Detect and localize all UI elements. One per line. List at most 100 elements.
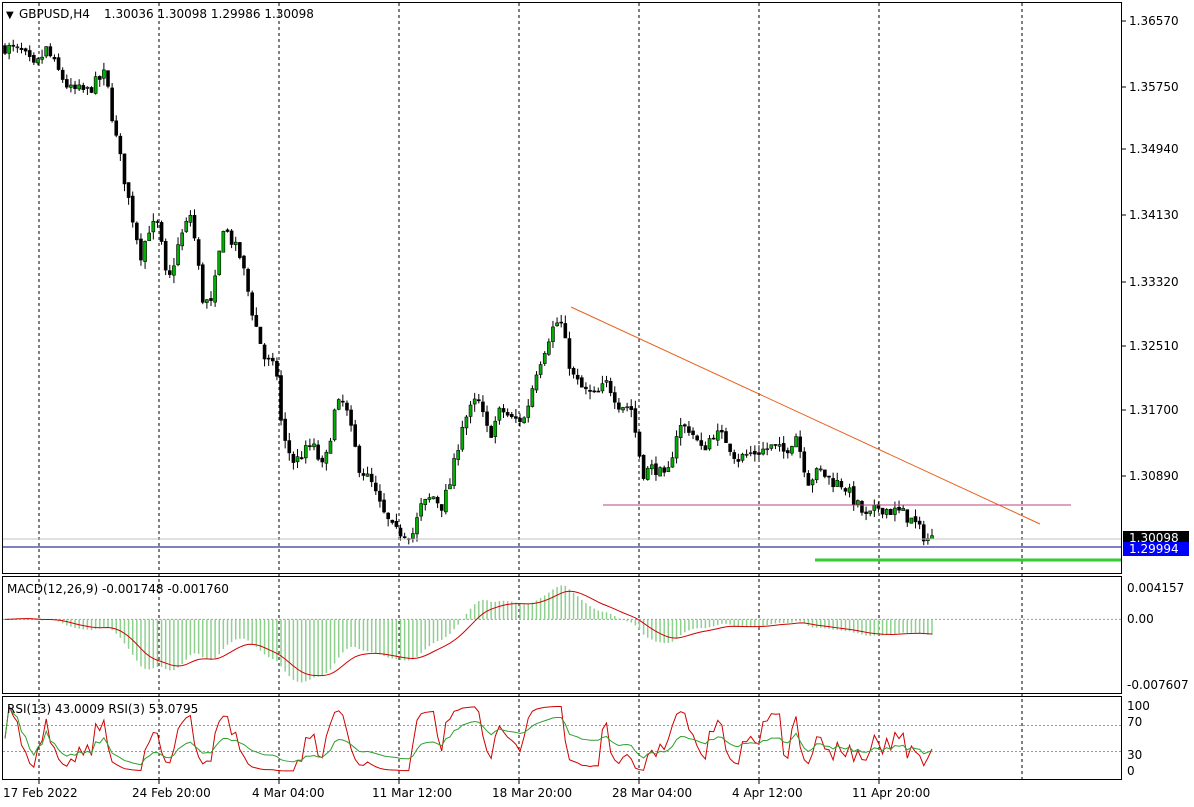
candle-bear xyxy=(349,409,353,426)
candle-bear xyxy=(209,298,213,301)
candle-bear xyxy=(781,443,786,452)
candle-bear xyxy=(608,380,613,394)
candle-bear xyxy=(691,430,695,435)
candle-bear xyxy=(378,490,382,502)
candle-bull xyxy=(221,231,226,253)
candle-bull xyxy=(431,496,436,500)
candle-bull xyxy=(604,380,609,383)
candle-bull xyxy=(415,517,419,535)
candle-bear xyxy=(687,426,691,433)
line-price-label: 1.29994 xyxy=(1129,542,1179,556)
candle-bear xyxy=(905,509,910,523)
candle-bear xyxy=(106,70,110,87)
candle-bull xyxy=(666,467,671,472)
dropdown-triangle-icon[interactable]: ▼ xyxy=(6,10,14,21)
candle-bear xyxy=(897,506,901,511)
candle-bull xyxy=(761,448,765,455)
macd-panel-frame xyxy=(2,576,1122,694)
candle-bull xyxy=(621,407,625,411)
candle-bear xyxy=(596,390,601,393)
candle-bull xyxy=(172,265,176,276)
candle-bear xyxy=(843,488,848,492)
candle-bull xyxy=(497,407,502,421)
candle-bull xyxy=(740,453,745,461)
price-axis[interactable]: 1.36570 1.35750 1.34940 1.34130 1.33320 1.325… xyxy=(1121,14,1189,556)
candle-bear xyxy=(81,85,86,90)
candle-bull xyxy=(336,399,341,410)
x-tick-label: 4 Apr 12:00 xyxy=(732,786,803,800)
candle-bear xyxy=(23,48,28,52)
candle-bear xyxy=(489,426,493,438)
y-tick-label: 1.34130 xyxy=(1129,208,1179,222)
candle-bull xyxy=(295,456,300,463)
candle-bear xyxy=(246,268,250,292)
rsi-label: RSI(13) 43.0009 RSI(3) 53.0795 xyxy=(7,702,198,716)
candle-bull xyxy=(901,508,905,511)
main-panel-frame xyxy=(2,2,1122,574)
macd-label: MACD(12,26,9) -0.001748 -0.001760 xyxy=(7,582,229,596)
candle-bull xyxy=(44,46,49,57)
candle-bear xyxy=(481,401,485,413)
candle-bull xyxy=(464,416,469,429)
indicator-axes: 0.004157 0.00 -0.007607 100 70 30 0 xyxy=(1127,581,1189,778)
candle-bull xyxy=(69,84,73,88)
candle-bear xyxy=(291,453,296,463)
candle-bear xyxy=(345,402,349,411)
candle-bear xyxy=(3,45,7,54)
candle-bear xyxy=(641,454,646,479)
candle-bull xyxy=(658,467,662,477)
vertical-grid xyxy=(38,3,1023,779)
macd-tick-label: 0.00 xyxy=(1127,612,1154,626)
candle-bear xyxy=(575,374,580,380)
candle-bull xyxy=(810,479,815,486)
time-axis[interactable]: 17 Feb 2022 24 Feb 20:00 4 Mar 04:00 11 Mar… xyxy=(3,779,930,800)
candle-bear xyxy=(806,473,811,486)
candle-bull xyxy=(493,420,498,437)
candle-bull xyxy=(930,535,934,540)
candle-bear xyxy=(588,389,592,392)
y-tick-label: 1.31700 xyxy=(1129,403,1179,417)
candle-bull xyxy=(411,533,415,539)
candle-bear xyxy=(287,440,292,454)
candle-bull xyxy=(818,468,823,471)
candle-bear xyxy=(316,444,320,460)
candle-bear xyxy=(584,386,588,390)
candle-bull xyxy=(303,445,308,459)
candle-bull xyxy=(547,341,551,355)
candle-bull xyxy=(472,398,477,405)
candle-bear xyxy=(509,414,514,418)
candle-bear xyxy=(476,399,481,402)
candle-bull xyxy=(748,452,753,455)
candle-bear xyxy=(732,452,737,459)
y-tick-label: 1.30890 xyxy=(1129,469,1179,483)
candle-bear xyxy=(373,482,378,492)
candle-bull xyxy=(448,484,452,490)
candle-bull xyxy=(538,364,543,375)
candle-bear xyxy=(518,417,522,422)
candlestick-series xyxy=(3,39,934,546)
line-price-badge xyxy=(1123,542,1189,556)
candle-bear xyxy=(258,326,263,344)
candle-bear xyxy=(11,44,16,47)
candle-bear xyxy=(711,437,716,440)
candle-bull xyxy=(40,56,44,60)
candle-bear xyxy=(126,182,131,198)
candle-bull xyxy=(707,438,712,450)
candle-bear xyxy=(592,390,596,393)
candle-bull xyxy=(769,444,774,449)
macd-indicator xyxy=(3,585,1121,683)
candle-bull xyxy=(625,406,629,409)
candle-bear xyxy=(880,507,885,515)
candle-bear xyxy=(139,238,143,261)
rsi13-line xyxy=(4,704,933,766)
trendline[interactable] xyxy=(570,306,1041,525)
candle-bear xyxy=(48,46,53,57)
candle-bear xyxy=(398,527,403,537)
candle-bear xyxy=(238,242,242,258)
candle-bear xyxy=(753,450,757,455)
rsi-panel-frame xyxy=(2,696,1122,780)
candle-bull xyxy=(176,244,180,265)
y-tick-label: 1.35750 xyxy=(1129,80,1179,94)
candle-bear xyxy=(250,292,254,316)
